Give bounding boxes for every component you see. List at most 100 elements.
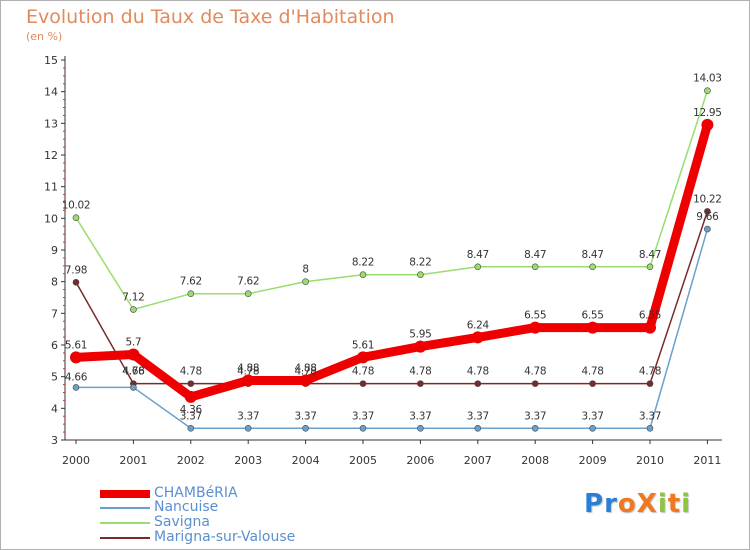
data-point	[589, 263, 596, 271]
y-tick-label: 9	[51, 244, 58, 257]
data-label: 3.37	[524, 410, 546, 422]
x-tick-label: 2011	[693, 454, 721, 467]
data-point	[701, 118, 714, 131]
data-point	[302, 424, 309, 432]
y-tick-label: 10	[44, 212, 58, 225]
data-point	[72, 214, 80, 221]
data-point	[646, 424, 654, 432]
logo-letter: X	[636, 489, 658, 519]
data-label: 8.22	[352, 257, 374, 269]
data-label: 4.78	[582, 366, 604, 378]
data-point	[302, 278, 309, 285]
data-label: 3.37	[639, 410, 661, 422]
data-label: 4.78	[295, 366, 317, 378]
legend-label-marigna: Marigna-sur-Valouse	[154, 529, 296, 545]
x-tick-label: 2010	[636, 454, 664, 467]
data-label: 7.98	[65, 264, 87, 276]
legend-label-nancuise: Nancuise	[154, 499, 219, 515]
logo-letter: P	[584, 489, 605, 519]
legend-swatch-marigna	[100, 537, 150, 539]
data-point	[644, 321, 656, 334]
x-tick-label: 2004	[292, 454, 320, 467]
data-point	[359, 271, 367, 279]
chart-subtitle: (en %)	[26, 30, 63, 43]
x-tick-label: 2000	[62, 454, 90, 467]
series-line	[75, 210, 709, 385]
data-label: 3.37	[467, 410, 489, 422]
data-label: 6.55	[639, 310, 661, 322]
data-label: 4.78	[639, 366, 661, 378]
data-label: 4.78	[237, 366, 259, 378]
data-label: 8.47	[524, 249, 546, 261]
data-label: 4.66	[122, 365, 145, 377]
data-label: 4.88	[237, 362, 259, 374]
data-point	[704, 225, 711, 233]
proxiti-logo: ProXiti	[584, 489, 691, 519]
data-point	[586, 321, 599, 334]
legend-label-chamberia: CHAMBéRIA	[154, 485, 238, 501]
x-tick-label: 2006	[406, 454, 434, 467]
data-point	[357, 351, 369, 364]
data-label: 4.78	[524, 366, 546, 378]
data-point	[531, 380, 539, 387]
data-point	[187, 424, 195, 432]
y-tick-label: 3	[51, 434, 58, 447]
data-label: 5.61	[65, 339, 87, 351]
data-label: 6.55	[524, 310, 546, 322]
x-tick-label: 2005	[349, 454, 377, 467]
data-label: 3.37	[295, 410, 317, 422]
y-tick-label: 14	[44, 86, 58, 99]
data-label: 8	[302, 264, 308, 276]
data-label: 7.62	[180, 276, 202, 288]
legend-item-savigna: Savigna	[100, 514, 400, 531]
data-label: 4.78	[467, 366, 489, 378]
data-label: 4.78	[409, 366, 431, 378]
chart-title: Evolution du Taux de Taxe d'Habitation	[26, 6, 395, 28]
y-tick-label: 8	[51, 276, 58, 289]
data-point	[417, 271, 424, 279]
logo-letter: o	[617, 489, 637, 519]
data-label: 3.37	[352, 410, 374, 422]
y-tick-label: 13	[44, 117, 58, 130]
x-tick-label: 2008	[521, 454, 549, 467]
data-label: 4.66	[65, 371, 88, 383]
data-point	[417, 380, 424, 387]
y-tick-label: 15	[44, 54, 58, 67]
legend-item-marigna: Marigna-sur-Valouse	[100, 529, 400, 546]
data-point	[589, 424, 596, 432]
y-tick-label: 4	[51, 402, 58, 415]
data-label: 8.47	[467, 249, 489, 261]
data-label: 5.7	[125, 337, 141, 349]
legend-label-savigna: Savigna	[154, 514, 210, 530]
data-point	[359, 424, 367, 432]
logo-letter: i	[681, 489, 692, 519]
data-point	[244, 424, 252, 432]
data-label: 14.03	[693, 73, 722, 85]
data-point	[187, 380, 195, 387]
data-point	[242, 374, 255, 387]
data-label: 5.61	[352, 339, 374, 351]
data-point	[704, 208, 711, 215]
y-tick-label: 12	[44, 149, 58, 162]
logo-letter: i	[657, 489, 668, 519]
legend-swatch-savigna	[100, 522, 150, 524]
x-tick-label: 2002	[177, 454, 205, 467]
data-point	[127, 348, 140, 361]
legend-swatch-chamberia	[100, 490, 150, 498]
series-line	[71, 120, 712, 402]
y-tick-label: 6	[51, 339, 58, 352]
logo-letter: t	[667, 489, 682, 519]
data-point	[299, 374, 312, 387]
data-point	[72, 384, 80, 391]
data-point	[474, 380, 482, 387]
data-label: 4.78	[352, 366, 374, 378]
x-tick-label: 2009	[579, 454, 607, 467]
legend-swatch-nancuise	[100, 507, 150, 509]
data-point	[474, 424, 482, 432]
data-point	[130, 384, 137, 391]
y-tick-label: 11	[44, 181, 58, 194]
data-point	[529, 321, 542, 334]
data-point	[130, 306, 137, 313]
data-point	[414, 340, 427, 353]
logo-letter: r	[604, 489, 618, 519]
